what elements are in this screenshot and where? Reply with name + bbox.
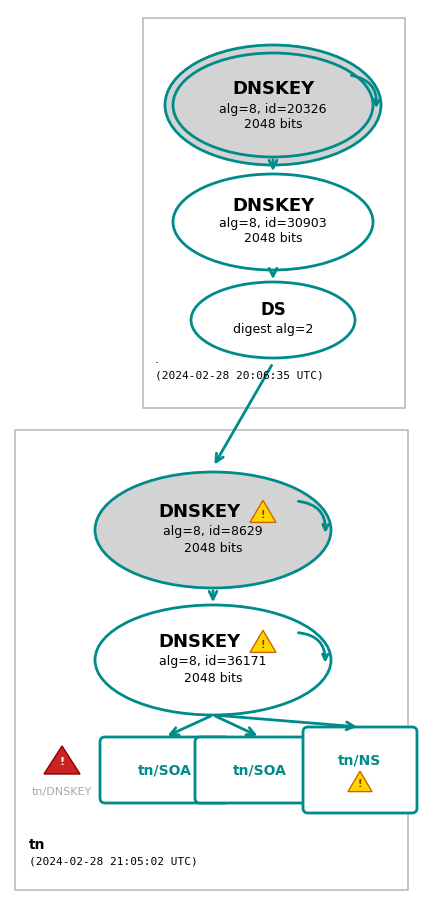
Text: 2048 bits: 2048 bits <box>184 541 242 554</box>
Polygon shape <box>250 630 276 652</box>
Text: !: ! <box>261 510 265 519</box>
Text: digest alg=2: digest alg=2 <box>233 323 313 335</box>
Bar <box>15 430 408 890</box>
Ellipse shape <box>95 472 331 588</box>
Ellipse shape <box>95 605 331 715</box>
Polygon shape <box>250 500 276 522</box>
Text: (2024-02-28 20:06:35 UTC): (2024-02-28 20:06:35 UTC) <box>155 370 324 380</box>
Ellipse shape <box>165 45 381 165</box>
Text: !: ! <box>261 640 265 650</box>
Text: alg=8, id=20326: alg=8, id=20326 <box>219 103 327 116</box>
Text: !: ! <box>358 779 362 789</box>
Text: alg=8, id=36171: alg=8, id=36171 <box>159 655 267 668</box>
FancyArrowPatch shape <box>298 501 328 530</box>
Text: (2024-02-28 21:05:02 UTC): (2024-02-28 21:05:02 UTC) <box>29 856 198 866</box>
Bar <box>143 18 405 408</box>
Text: tn/SOA: tn/SOA <box>233 763 287 777</box>
Text: 2048 bits: 2048 bits <box>244 118 302 130</box>
Text: tn: tn <box>29 838 46 852</box>
FancyArrowPatch shape <box>352 75 379 105</box>
Text: !: ! <box>60 757 65 767</box>
Text: 2048 bits: 2048 bits <box>184 672 242 685</box>
Text: DS: DS <box>260 301 286 319</box>
FancyBboxPatch shape <box>303 727 417 813</box>
Ellipse shape <box>191 282 355 358</box>
Ellipse shape <box>173 174 373 270</box>
Polygon shape <box>44 746 80 774</box>
Text: tn/SOA: tn/SOA <box>138 763 192 777</box>
Text: DNSKEY: DNSKEY <box>158 633 240 651</box>
Polygon shape <box>348 771 372 791</box>
Text: .: . <box>155 353 159 366</box>
Text: tn/NS: tn/NS <box>338 753 382 767</box>
Text: tn/DNSKEY: tn/DNSKEY <box>32 787 92 797</box>
Text: alg=8, id=30903: alg=8, id=30903 <box>219 218 327 231</box>
Text: DNSKEY: DNSKEY <box>158 503 240 521</box>
FancyBboxPatch shape <box>100 737 230 803</box>
Text: 2048 bits: 2048 bits <box>244 233 302 245</box>
Text: alg=8, id=8629: alg=8, id=8629 <box>163 526 263 539</box>
Text: DNSKEY: DNSKEY <box>232 197 314 215</box>
Ellipse shape <box>173 53 373 157</box>
FancyArrowPatch shape <box>298 632 328 660</box>
Text: DNSKEY: DNSKEY <box>232 80 314 98</box>
FancyBboxPatch shape <box>195 737 325 803</box>
